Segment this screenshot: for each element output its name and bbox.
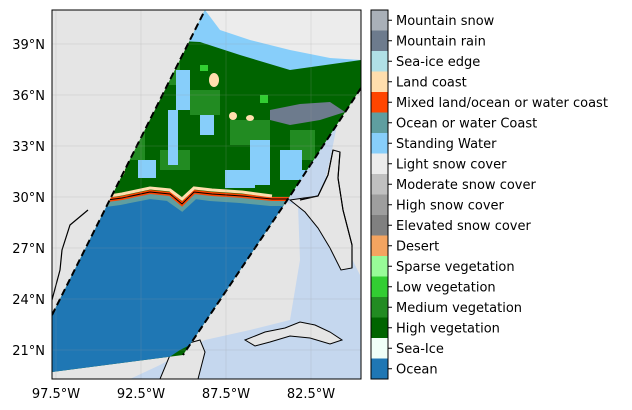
legend-swatch bbox=[371, 256, 388, 277]
lat-tick-label: 24°N bbox=[12, 293, 45, 308]
lon-tick-labels: 97.5°W 92.5°W 87.5°W 82.5°W bbox=[32, 387, 335, 402]
legend-swatch bbox=[371, 51, 388, 72]
cuba-land bbox=[243, 321, 344, 347]
lat-tick-labels: 39°N 36°N 33°N 30°N 27°N 24°N 21°N bbox=[12, 38, 45, 359]
lon-tick-label: 82.5°W bbox=[287, 387, 335, 402]
legend-swatch bbox=[371, 338, 388, 359]
legend-swatch bbox=[371, 276, 388, 298]
legend-swatch bbox=[371, 174, 388, 195]
legend-label: Desert bbox=[396, 239, 439, 254]
legend-label: Sea-Ice bbox=[396, 342, 444, 357]
lat-tick-label: 30°N bbox=[12, 191, 45, 206]
swath-left-edge bbox=[52, 10, 206, 316]
lat-tick-label: 27°N bbox=[12, 242, 45, 257]
legend-swatch bbox=[371, 215, 388, 236]
map-panel bbox=[52, 10, 361, 379]
legend-label: Mountain rain bbox=[396, 34, 486, 49]
gridlines bbox=[52, 10, 361, 379]
lat-tick-label: 36°N bbox=[12, 89, 45, 104]
legend-label: Mountain snow bbox=[396, 14, 495, 29]
legend-frame bbox=[370, 9, 389, 380]
legend-label: High snow cover bbox=[396, 198, 505, 213]
legend-label: Land coast bbox=[396, 75, 467, 90]
lat-tick-label: 21°N bbox=[12, 344, 45, 359]
legend-swatch bbox=[371, 153, 388, 175]
legend-swatch bbox=[371, 112, 388, 134]
legend-swatch bbox=[371, 297, 388, 318]
legend-swatch bbox=[371, 71, 388, 93]
swath-right-edge bbox=[182, 87, 361, 356]
legend-colorbar: Mountain snow Mountain rain Sea-ice edge La… bbox=[370, 9, 608, 380]
legend-swatch bbox=[371, 194, 388, 216]
legend-swatch bbox=[371, 235, 388, 257]
gulf-ocean bbox=[52, 196, 300, 372]
legend-swatch bbox=[371, 92, 388, 113]
map-frame bbox=[51, 9, 362, 380]
lon-tick-label: 92.5°W bbox=[117, 387, 165, 402]
legend-label: Ocean bbox=[396, 362, 438, 377]
legend-swatch bbox=[371, 317, 388, 339]
legend-swatch bbox=[371, 133, 388, 154]
legend-label: Sea-ice edge bbox=[396, 55, 480, 70]
legend-label: Light snow cover bbox=[396, 157, 507, 172]
legend-label: Low vegetation bbox=[396, 280, 496, 295]
coastline bbox=[52, 149, 353, 301]
lat-tick-label: 39°N bbox=[12, 38, 45, 53]
legend-label: Mixed land/ocean or water coast bbox=[396, 96, 608, 111]
legend-swatch bbox=[371, 30, 388, 52]
legend-label: Elevated snow cover bbox=[396, 219, 531, 234]
legend-swatch bbox=[371, 10, 388, 31]
legend-label: High vegetation bbox=[396, 321, 500, 336]
legend-label: Standing Water bbox=[396, 137, 497, 152]
legend-label: Ocean or water Coast bbox=[396, 116, 537, 131]
legend-swatch bbox=[371, 358, 388, 380]
legend-label: Medium vegetation bbox=[396, 301, 522, 316]
legend-label: Sparse vegetation bbox=[396, 260, 515, 275]
lon-tick-label: 87.5°W bbox=[202, 387, 250, 402]
lon-tick-label: 97.5°W bbox=[32, 387, 80, 402]
legend-label: Moderate snow cover bbox=[396, 178, 536, 193]
lat-tick-label: 33°N bbox=[12, 140, 45, 155]
